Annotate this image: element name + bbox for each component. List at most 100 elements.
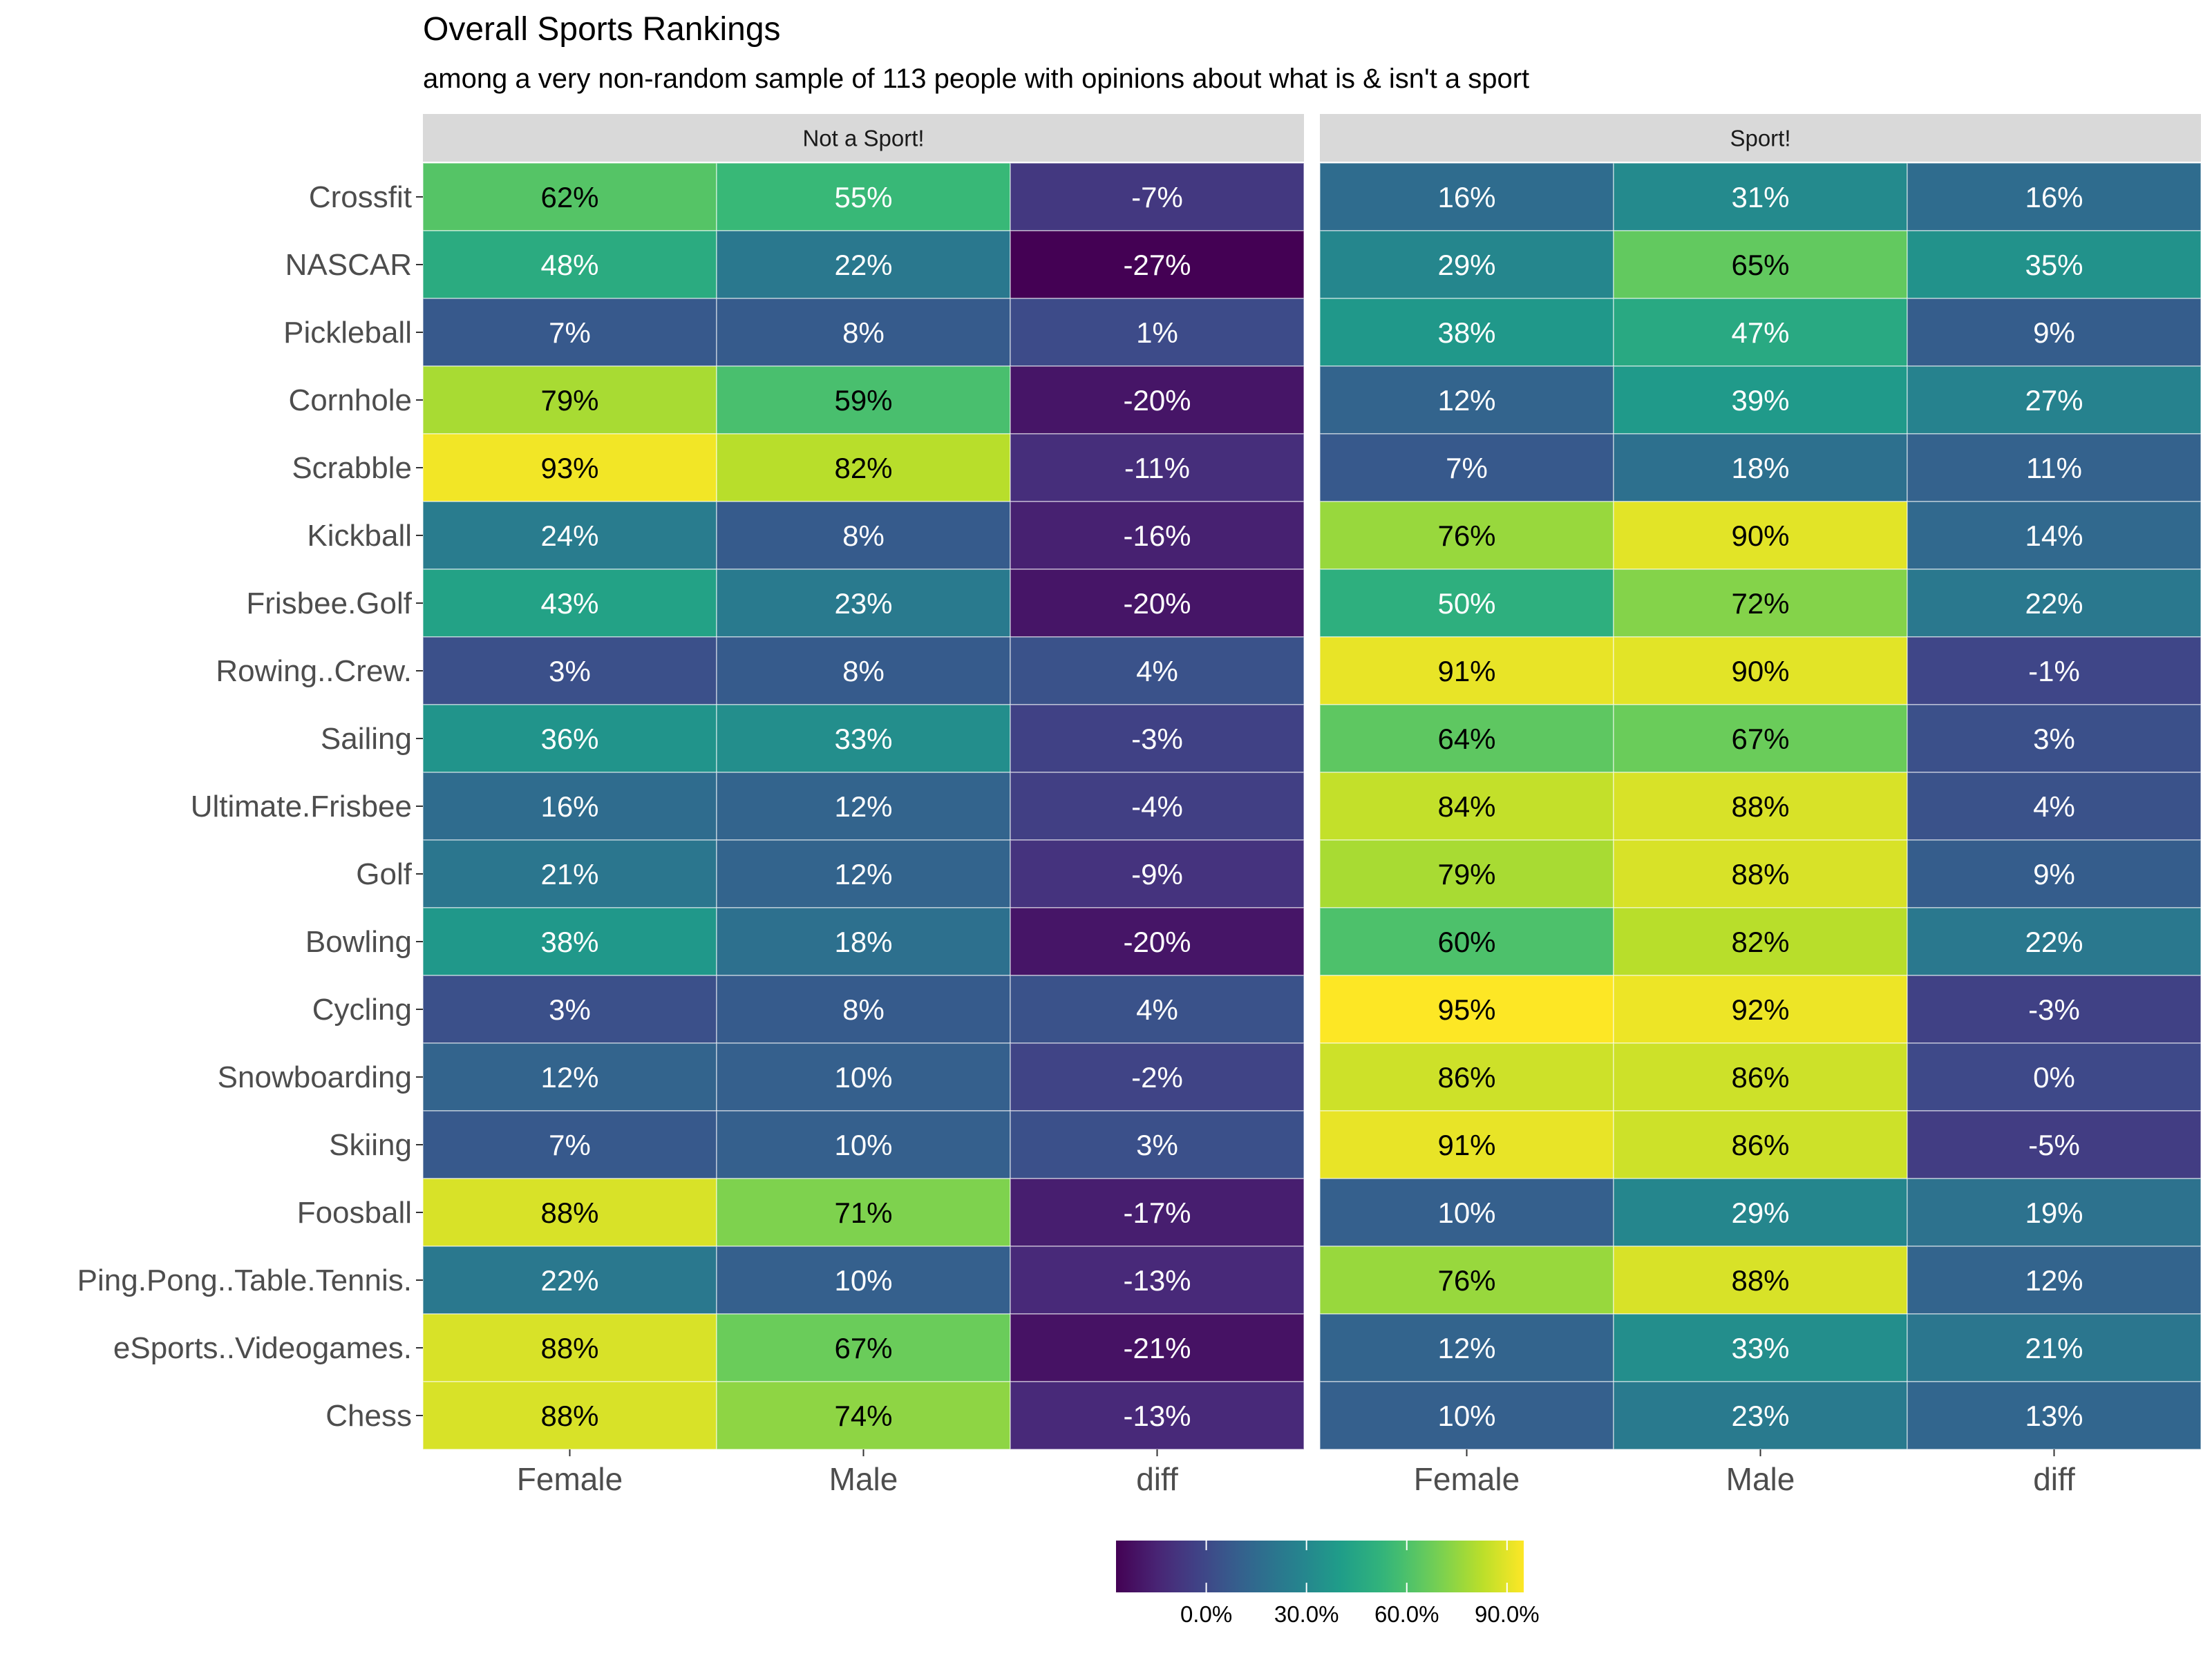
- cell-label: 21%: [2025, 1332, 2083, 1364]
- cell-label: 33%: [1731, 1332, 1789, 1364]
- heatmap-cell: [1010, 298, 1305, 367]
- heatmap-cell: [1319, 298, 1614, 367]
- cell-label: 29%: [1437, 249, 1495, 281]
- heatmap-panels: Not a Sport! 62% 55% -7% 48% 22% -27% 7% 8% 1% 79%…: [422, 114, 2202, 1450]
- cell-label: 3%: [1136, 1129, 1178, 1161]
- cell-label: 88%: [1731, 858, 1789, 890]
- cell-label: 10%: [834, 1129, 892, 1161]
- cell-label: -1%: [2028, 655, 2080, 687]
- heatmap-cell: [1613, 501, 1908, 570]
- y-tick-label: Golf: [356, 857, 412, 891]
- facet-strip-label: Sport!: [1730, 126, 1790, 151]
- x-axis-labels: Female Male diff Female Male diff: [517, 1449, 2075, 1497]
- cell-label: -13%: [1123, 1400, 1191, 1432]
- y-tick-label: Cycling: [312, 993, 412, 1027]
- heatmap-cell: [1907, 704, 2202, 773]
- facet-strip-label: Not a Sport!: [802, 126, 924, 151]
- cell-label: 4%: [2033, 790, 2075, 823]
- cell-label: -2%: [1131, 1061, 1183, 1094]
- cell-label: 76%: [1437, 520, 1495, 552]
- cell-label: 12%: [834, 790, 892, 823]
- cell-label: 93%: [540, 452, 598, 484]
- cell-label: 18%: [1731, 452, 1789, 484]
- cell-label: 82%: [834, 452, 892, 484]
- heatmap-cell: [716, 907, 1011, 976]
- heatmap-cell: [1010, 569, 1305, 638]
- chart-title: Overall Sports Rankings: [423, 11, 781, 48]
- cell-label: 64%: [1437, 723, 1495, 755]
- heatmap-cell: [1613, 433, 1908, 502]
- cell-label: 91%: [1437, 1129, 1495, 1161]
- cell-label: 24%: [540, 520, 598, 552]
- cell-label: 65%: [1731, 249, 1789, 281]
- heatmap-cell: [716, 1313, 1011, 1382]
- chart-subtitle: among a very non-random sample of 113 pe…: [423, 64, 1529, 94]
- cell-label: 88%: [540, 1332, 598, 1364]
- legend-label: 90.0%: [1475, 1601, 1540, 1627]
- cell-label: 29%: [1731, 1197, 1789, 1229]
- cell-label: 88%: [540, 1400, 598, 1432]
- cell-label: 91%: [1437, 655, 1495, 687]
- cell-label: -9%: [1131, 858, 1183, 890]
- legend-label: 0.0%: [1180, 1601, 1232, 1627]
- color-legend: 0.0% 30.0% 60.0% 90.0%: [1116, 1541, 1540, 1627]
- cell-label: 1%: [1136, 316, 1178, 349]
- cell-label: 31%: [1731, 181, 1789, 213]
- cell-label: 43%: [540, 587, 598, 620]
- cell-label: 71%: [834, 1197, 892, 1229]
- cell-label: 12%: [2025, 1264, 2083, 1297]
- cell-label: 90%: [1731, 655, 1789, 687]
- cell-label: 92%: [1731, 993, 1789, 1026]
- heatmap-cell: [716, 975, 1011, 1044]
- cell-label: 48%: [540, 249, 598, 281]
- cell-label: 7%: [549, 316, 591, 349]
- x-tick-label: Female: [517, 1461, 623, 1497]
- heatmap-cell: [1319, 569, 1614, 638]
- heatmap-cell: [1010, 907, 1305, 976]
- heatmap-cell: [422, 1178, 717, 1247]
- heatmap-cell: [1319, 433, 1614, 502]
- cell-label: 8%: [842, 316, 885, 349]
- heatmap-cell: [1010, 365, 1305, 435]
- heatmap-cell: [422, 501, 717, 570]
- cell-label: -7%: [1131, 181, 1183, 213]
- heatmap-cell: [1907, 1042, 2202, 1112]
- cell-label: 10%: [834, 1264, 892, 1297]
- heatmap-cell: [1907, 162, 2202, 231]
- legend-colorbar: [1116, 1541, 1524, 1592]
- cell-label: 8%: [842, 520, 885, 552]
- y-tick-label: Crossfit: [309, 180, 412, 214]
- heatmap-cell: [1613, 1313, 1908, 1382]
- cell-label: -21%: [1123, 1332, 1191, 1364]
- cell-label: -16%: [1123, 520, 1191, 552]
- y-tick-label: eSports..Videogames.: [113, 1331, 412, 1365]
- heatmap-cell: [1319, 1381, 1614, 1450]
- cell-label: 72%: [1731, 587, 1789, 620]
- facet-strip: [1320, 114, 2201, 162]
- x-tick-label: diff: [1136, 1461, 1178, 1497]
- heatmap-cell: [716, 636, 1011, 705]
- heatmap-cell: [1010, 1110, 1305, 1179]
- cell-label: 12%: [834, 858, 892, 890]
- cell-label: 76%: [1437, 1264, 1495, 1297]
- cell-label: 8%: [842, 655, 885, 687]
- heatmap-cell: [422, 298, 717, 367]
- heatmap-cell: [1010, 162, 1305, 231]
- cell-label: 4%: [1136, 655, 1178, 687]
- y-tick-label: Sailing: [321, 722, 412, 756]
- cell-label: 38%: [1437, 316, 1495, 349]
- cell-label: 9%: [2033, 316, 2075, 349]
- cell-label: 35%: [2025, 249, 2083, 281]
- cell-label: 55%: [834, 181, 892, 213]
- cell-label: 38%: [540, 926, 598, 958]
- heatmap-cell: [1613, 772, 1908, 841]
- heatmap-cell: [716, 704, 1011, 773]
- heatmap-cell: [1907, 772, 2202, 841]
- y-tick-label: Ultimate.Frisbee: [191, 790, 412, 823]
- cell-label: -27%: [1123, 249, 1191, 281]
- heatmap-cell: [1010, 433, 1305, 502]
- heatmap-cell: [716, 1178, 1011, 1247]
- heatmap-cell: [716, 772, 1011, 841]
- heatmap-cell: [1907, 569, 2202, 638]
